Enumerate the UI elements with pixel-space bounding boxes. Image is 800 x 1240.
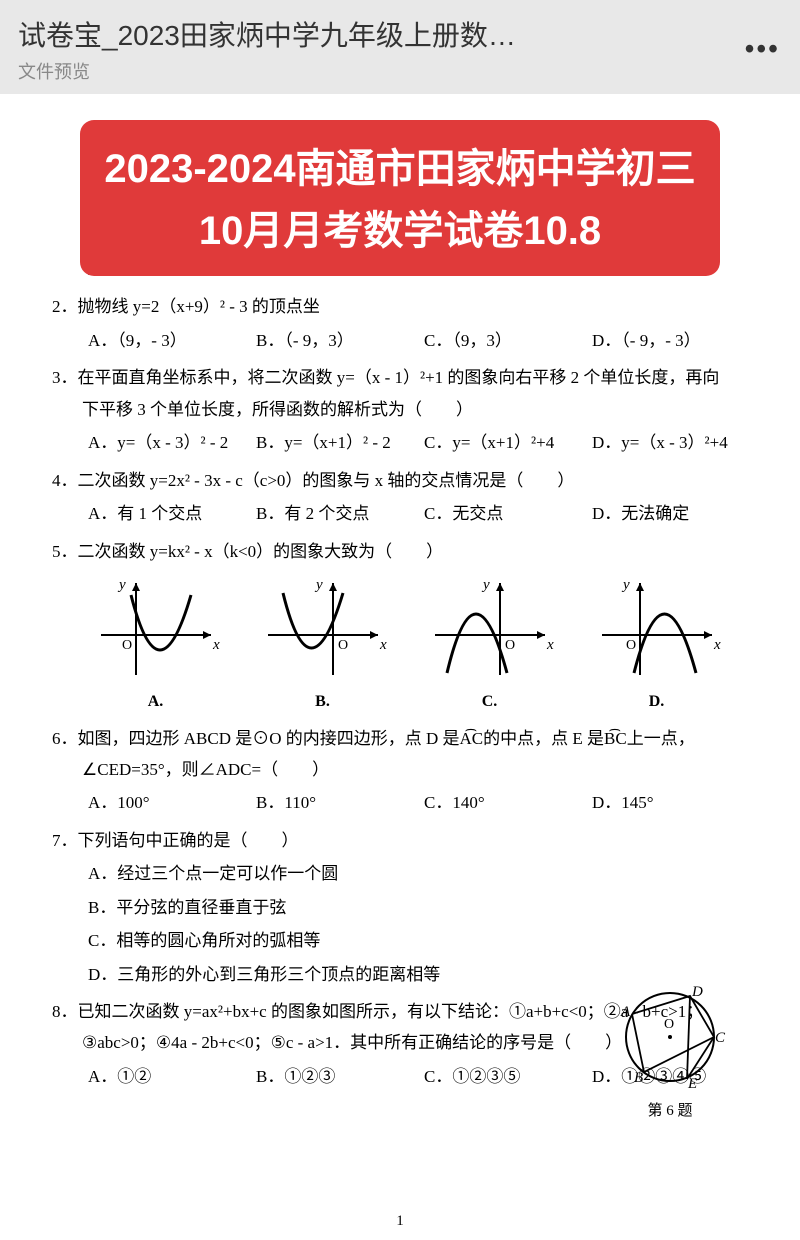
svg-text:y: y (621, 577, 630, 593)
svg-text:O: O (505, 638, 515, 653)
svg-text:y: y (481, 577, 490, 593)
q5-label-b: B. (258, 687, 388, 717)
q2-opt-b: B．（- 9，3） (256, 325, 424, 356)
q6-figure: A B C D E O 第 6 题 (610, 982, 730, 1120)
q7-opt-c: C．相等的圆心角所对的弧相等 (88, 925, 760, 956)
q6-opt-a: A．100° (88, 787, 256, 818)
svg-text:O: O (122, 638, 132, 653)
question-4: 4．二次函数 y=2x² - 3x - c（c>0）的图象与 x 轴的交点情况是… (52, 465, 760, 530)
q6-stem-1: 6．如图，四边形 ABCD 是⊙O 的内接四边形，点 D 是A͡C的中点，点 E… (52, 723, 760, 754)
question-6: 6．如图，四边形 ABCD 是⊙O 的内接四边形，点 D 是A͡C的中点，点 E… (52, 723, 760, 819)
svg-text:D: D (691, 984, 703, 1000)
q6-opt-c: C．140° (424, 787, 592, 818)
file-title: 试卷宝_2023田家炳中学九年级上册数… (18, 14, 782, 54)
q2-stem: 2．抛物线 y=2（x+9）² - 3 的顶点坐 (52, 291, 760, 322)
q5-graph-d: x y O D. (592, 575, 722, 717)
svg-text:y: y (117, 577, 126, 593)
question-3: 3．在平面直角坐标系中，将二次函数 y=（x - 1）²+1 的图象向右平移 2… (52, 362, 760, 458)
question-2: 2．抛物线 y=2（x+9）² - 3 的顶点坐 A．（9，- 3） B．（- … (52, 291, 760, 356)
svg-text:y: y (314, 577, 323, 593)
q7-opt-b: B．平分弦的直径垂直于弦 (88, 892, 760, 923)
q6-figure-caption: 第 6 题 (610, 1099, 730, 1120)
q5-label-a: A. (91, 687, 221, 717)
svg-text:O: O (338, 638, 348, 653)
q8-opt-b: B．①②③ (256, 1061, 424, 1092)
q3-opt-c: C．y=（x+1）²+4 (424, 427, 592, 458)
q6-opt-d: D．145° (592, 787, 760, 818)
svg-text:O: O (626, 638, 636, 653)
q2-opt-d: D．（- 9，- 3） (592, 325, 760, 356)
page-number: 1 (396, 1213, 404, 1230)
q3-opt-b: B．y=（x+1）² - 2 (256, 427, 424, 458)
more-icon[interactable]: ••• (745, 34, 780, 66)
q4-opt-c: C．无交点 (424, 498, 592, 529)
q6-opt-b: B．110° (256, 787, 424, 818)
svg-text:x: x (379, 637, 387, 653)
q4-opt-a: A．有 1 个交点 (88, 498, 256, 529)
q7-stem: 7．下列语句中正确的是（ ） (52, 825, 760, 856)
q3-opt-d: D．y=（x - 3）²+4 (592, 427, 760, 458)
q7-opt-a: A．经过三个点一定可以作一个圆 (88, 858, 760, 889)
svg-text:A: A (620, 1004, 631, 1020)
question-7: 7．下列语句中正确的是（ ） A．经过三个点一定可以作一个圆 B．平分弦的直径垂… (52, 825, 760, 990)
q4-opt-d: D．无法确定 (592, 498, 760, 529)
overlay-banner: 2023-2024南通市田家炳中学初三10月月考数学试卷10.8 (80, 120, 720, 276)
question-5: 5．二次函数 y=kx² - x（k<0）的图象大致为（ ） x y O A. (52, 536, 760, 717)
svg-text:x: x (713, 637, 721, 653)
file-subtitle: 文件预览 (18, 58, 782, 84)
q5-stem: 5．二次函数 y=kx² - x（k<0）的图象大致为（ ） (52, 536, 760, 567)
q3-opt-a: A．y=（x - 3）² - 2 (88, 427, 256, 458)
q3-stem-1: 3．在平面直角坐标系中，将二次函数 y=（x - 1）²+1 的图象向右平移 2… (52, 362, 760, 393)
svg-text:B: B (634, 1070, 643, 1086)
q5-graphs: x y O A. x y O B. (52, 571, 760, 717)
svg-text:x: x (212, 637, 220, 653)
svg-text:C: C (715, 1030, 726, 1046)
q5-graph-c: x y O C. (425, 575, 555, 717)
q8-opt-a: A．①② (88, 1061, 256, 1092)
q8-opt-c: C．①②③⑤ (424, 1061, 592, 1092)
q2-opt-c: C．（9，3） (424, 325, 592, 356)
q5-graph-b: x y O B. (258, 575, 388, 717)
q6-stem-2: ∠CED=35°，则∠ADC=（ ） (52, 754, 760, 785)
q5-label-d: D. (592, 687, 722, 717)
q2-opt-a: A．（9，- 3） (88, 325, 256, 356)
svg-text:O: O (664, 1017, 674, 1032)
svg-text:E: E (687, 1076, 697, 1092)
q4-opt-b: B．有 2 个交点 (256, 498, 424, 529)
q5-label-c: C. (425, 687, 555, 717)
q4-stem: 4．二次函数 y=2x² - 3x - c（c>0）的图象与 x 轴的交点情况是… (52, 465, 760, 496)
svg-text:x: x (546, 637, 554, 653)
app-header: 试卷宝_2023田家炳中学九年级上册数… 文件预览 ••• (0, 0, 800, 94)
q5-graph-a: x y O A. (91, 575, 221, 717)
q3-stem-2: 下平移 3 个单位长度，所得函数的解析式为（ ） (52, 394, 760, 425)
